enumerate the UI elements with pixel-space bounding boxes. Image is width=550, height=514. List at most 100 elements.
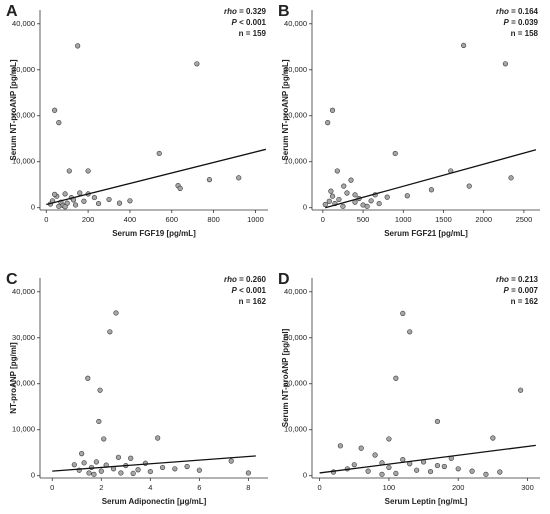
point (159, 464, 166, 471)
x-tick-label: 0 (318, 483, 322, 492)
point (118, 470, 124, 476)
x-tick-label: 600 (166, 215, 179, 224)
point (322, 201, 328, 208)
stat-symbol: rho (224, 7, 237, 16)
y-tick-label: 20,000 (284, 379, 307, 388)
point (101, 436, 107, 442)
point (400, 310, 406, 317)
y-tick-label: 20,000 (12, 111, 35, 120)
stat-symbol: rho (496, 7, 509, 16)
point (341, 183, 347, 189)
point (336, 196, 342, 203)
point (455, 466, 461, 472)
point (483, 471, 489, 477)
fit-line (325, 149, 537, 209)
stat-symbol: P (504, 18, 510, 27)
stat-symbol: rho (224, 275, 237, 284)
stat-text: n = 162 (239, 297, 267, 306)
point (466, 183, 472, 189)
point (72, 202, 79, 208)
point (379, 471, 385, 477)
panel-label: C (6, 271, 18, 288)
point (91, 471, 97, 477)
y-axis-label: Serum NT-proANP [pg/ml] (281, 328, 290, 427)
x-tick-label: 200 (452, 483, 465, 492)
x-tick-label: 1500 (435, 215, 452, 224)
x-tick-label: 6 (197, 483, 201, 492)
point (490, 435, 496, 441)
stat-text: n = 159 (239, 29, 267, 38)
point (75, 43, 81, 49)
point (98, 468, 104, 474)
point (91, 194, 97, 201)
point (155, 435, 161, 441)
point (358, 445, 364, 451)
y-tick-label: 20,000 (284, 111, 307, 120)
x-tick-label: 200 (82, 215, 95, 224)
point (326, 198, 332, 204)
point (236, 175, 242, 181)
x-tick-label: 300 (521, 483, 534, 492)
point (184, 463, 190, 470)
point (93, 459, 99, 465)
point (325, 120, 331, 126)
fit-line (46, 148, 267, 206)
point (71, 462, 77, 468)
fit-line (319, 444, 536, 474)
point (393, 375, 399, 381)
stat-text: < 0.001 (237, 286, 267, 295)
point (52, 107, 58, 113)
stat-text: = 0.329 (237, 7, 267, 16)
stat-line: P = 0.039 (504, 18, 539, 27)
stat-line: rho = 0.164 (496, 7, 539, 16)
y-tick-label: 40,000 (12, 19, 35, 28)
y-tick-label: 40,000 (284, 19, 307, 28)
point (147, 468, 153, 475)
point (469, 468, 475, 474)
stat-line: P < 0.001 (232, 18, 267, 27)
point (427, 468, 434, 475)
stat-line: P = 0.007 (504, 286, 539, 295)
point (79, 451, 85, 457)
point (340, 203, 346, 209)
x-tick-label: 400 (124, 215, 137, 224)
panel: C 0 10,000 20,000 30,000 40,000 0 2 4 6 8 Serum Adi… (6, 271, 268, 506)
point (344, 190, 350, 196)
stat-symbol: P (232, 18, 238, 27)
point (96, 418, 102, 425)
y-axis-label: Serum NT-proANP [pg/mL] (281, 59, 290, 161)
y-tick-label: 30,000 (284, 333, 307, 342)
point (351, 462, 357, 468)
point (434, 462, 441, 469)
point (334, 168, 340, 174)
point (497, 469, 503, 475)
x-tick-label: 0 (321, 215, 325, 224)
point (106, 196, 112, 203)
point (368, 198, 374, 204)
y-tick-label: 40,000 (12, 287, 35, 296)
stat-symbol: P (504, 286, 510, 295)
point (352, 192, 358, 198)
point (56, 120, 62, 126)
point (52, 191, 58, 197)
point (56, 203, 62, 209)
point (364, 203, 370, 209)
x-tick-label: 4 (148, 483, 152, 492)
point (66, 168, 72, 174)
panel: D 0 10,000 20,000 30,000 40,000 0 100 200 300 Seru… (278, 271, 540, 506)
point (107, 329, 113, 335)
point (386, 436, 392, 442)
panel: B 0 10,000 20,000 30,000 40,000 0 500 1000 1500 20… (278, 3, 540, 238)
point (414, 467, 420, 473)
point (400, 457, 406, 463)
point (328, 188, 334, 194)
point (365, 468, 371, 474)
point (130, 470, 136, 477)
y-tick-label: 30,000 (12, 333, 35, 342)
x-tick-label: 800 (207, 215, 220, 224)
point (393, 470, 399, 477)
point (135, 467, 141, 473)
x-tick-label: 0 (50, 483, 54, 492)
point (372, 452, 378, 458)
